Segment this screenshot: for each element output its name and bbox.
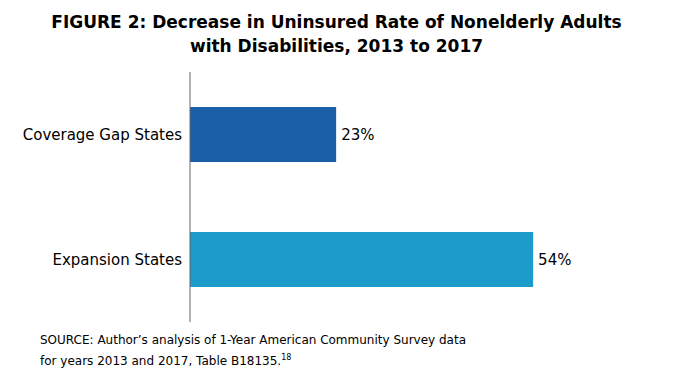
svg-text:54%: 54% [538,251,571,269]
html-text:for years 2013 and 2017, Table: for years 2013 and 2017, Table B18135.18 [40,353,292,368]
svg-text:Coverage Gap States: Coverage Gap States [23,126,182,144]
html-text:FIGURE 2: Decrease in Uninsure: FIGURE 2: Decrease in Uninsured Rate of … [51,12,622,32]
html-text:with Disabilities, 2013 to 201: with Disabilities, 2013 to 2017 [189,36,483,56]
svg-text:23%: 23% [341,126,374,144]
html-text:SOURCE: Author’s analysis of 1: SOURCE: Author’s analysis of 1-Year Amer… [40,333,466,347]
svg-text:Expansion States: Expansion States [52,251,182,269]
